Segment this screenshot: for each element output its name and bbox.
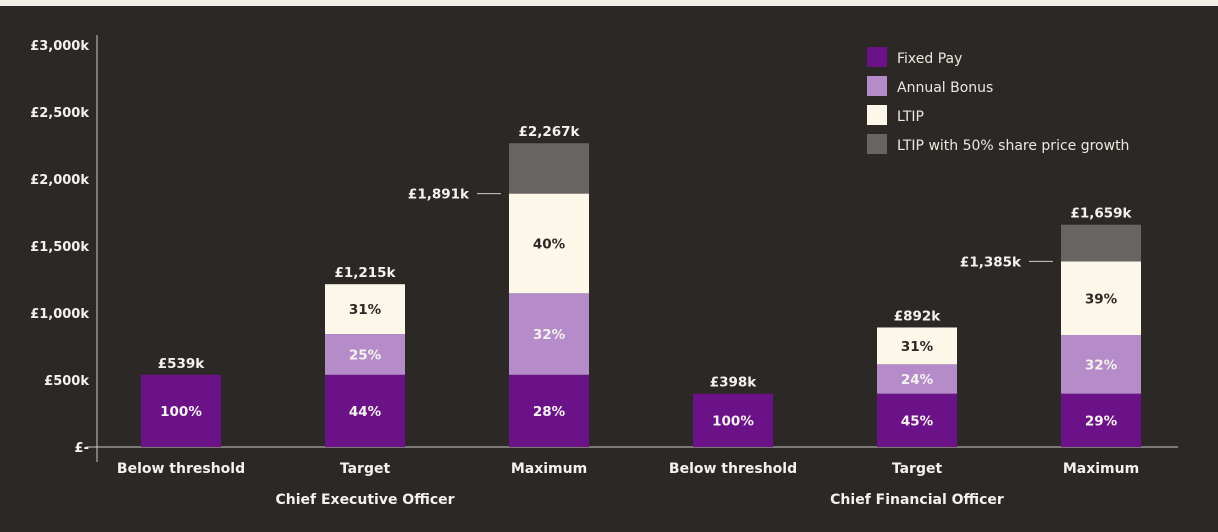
legend-label: Annual Bonus xyxy=(897,80,993,96)
bar-total-label: £2,267k xyxy=(518,124,580,140)
legend-item: Annual Bonus xyxy=(867,76,993,96)
segment-percent-label: 44% xyxy=(349,404,382,420)
bar-stack: 29% 32% 39% £1,659k £1,385k xyxy=(960,206,1141,447)
bar-segment-ltip xyxy=(877,327,957,365)
bar-segment-fixed-pay xyxy=(141,374,221,447)
bar-segment-ltip xyxy=(1061,261,1141,336)
bar-stack: 100% £539k xyxy=(141,356,221,447)
x-category-label: Below threshold xyxy=(117,461,245,477)
bar-total-label: £1,659k xyxy=(1070,206,1132,222)
segment-percent-label: 40% xyxy=(533,236,566,252)
legend-item: LTIP xyxy=(867,105,924,125)
bar-stack: 100% £398k xyxy=(693,375,773,447)
segment-percent-label: 31% xyxy=(349,302,382,318)
legend-item: Fixed Pay xyxy=(867,47,962,67)
bar-side-label: £1,385k xyxy=(960,254,1022,270)
bar-total-label: £539k xyxy=(158,356,206,372)
segment-percent-label: 32% xyxy=(533,327,566,343)
bar-segment-annual-bonus xyxy=(325,334,405,375)
y-axis: £- £500k £1,000k £1,500k £2,000k £2,500k £3,00… xyxy=(30,35,1178,462)
bars: 100% £539k 44% 25% 31% £1,215k 28% 32% 40% £2,267… xyxy=(141,124,1141,447)
legend-swatch xyxy=(867,105,887,125)
legend: Fixed Pay Annual Bonus LTIP LTIP with 50% s… xyxy=(867,47,1129,154)
bar-segment-fixed-pay xyxy=(1061,393,1141,447)
y-tick-label: £3,000k xyxy=(30,39,89,54)
legend-swatch xyxy=(867,76,887,96)
bar-segment-fixed-pay xyxy=(693,393,773,447)
x-category-label: Maximum xyxy=(511,461,587,477)
x-group-label: Chief Executive Officer xyxy=(275,492,454,508)
bar-stack: 45% 24% 31% £892k xyxy=(877,308,957,447)
y-tick-label: £2,000k xyxy=(30,173,89,188)
y-tick-label: £500k xyxy=(44,374,89,389)
segment-percent-label: 100% xyxy=(712,413,754,429)
bar-segment-annual-bonus xyxy=(509,293,589,375)
bar-segment-fixed-pay xyxy=(509,374,589,447)
legend-swatch xyxy=(867,134,887,154)
legend-label: LTIP with 50% share price growth xyxy=(897,138,1129,154)
segment-percent-label: 100% xyxy=(160,404,202,420)
bar-total-label: £892k xyxy=(894,308,942,324)
bar-segment-ltip xyxy=(325,284,405,335)
segment-percent-label: 45% xyxy=(901,413,934,429)
bar-total-label: £398k xyxy=(710,375,758,391)
bar-stack: 28% 32% 40% £2,267k £1,891k xyxy=(408,124,589,447)
y-tick-label: £2,500k xyxy=(30,106,89,121)
segment-percent-label: 32% xyxy=(1085,357,1118,373)
bar-stack: 44% 25% 31% £1,215k xyxy=(325,265,405,447)
segment-percent-label: 28% xyxy=(533,404,566,420)
bar-segment-fixed-pay xyxy=(325,374,405,447)
bar-total-label: £1,215k xyxy=(334,265,396,281)
bar-segment-ltip-growth xyxy=(509,143,589,194)
x-category-label: Below threshold xyxy=(669,461,797,477)
x-group-label: Chief Financial Officer xyxy=(830,492,1004,508)
segment-percent-label: 29% xyxy=(1085,413,1118,429)
y-tick-label: £1,500k xyxy=(30,240,89,255)
y-tick-label: £1,000k xyxy=(30,307,89,322)
x-category-label: Maximum xyxy=(1063,461,1139,477)
x-category-label: Target xyxy=(340,461,391,477)
bar-segment-ltip xyxy=(509,193,589,294)
bar-segment-annual-bonus xyxy=(877,364,957,394)
bar-side-label: £1,891k xyxy=(408,187,470,203)
legend-item: LTIP with 50% share price growth xyxy=(867,134,1129,154)
legend-label: Fixed Pay xyxy=(897,51,962,67)
segment-percent-label: 31% xyxy=(901,339,934,355)
segment-percent-label: 24% xyxy=(901,372,934,388)
legend-label: LTIP xyxy=(897,109,924,125)
segment-percent-label: 25% xyxy=(349,347,382,363)
segment-percent-label: 39% xyxy=(1085,291,1118,307)
x-category-label: Target xyxy=(892,461,943,477)
legend-swatch xyxy=(867,47,887,67)
bar-segment-ltip-growth xyxy=(1061,224,1141,262)
y-tick-label: £- xyxy=(75,441,89,456)
x-axis: Below threshold Target Maximum Chief Execut… xyxy=(117,461,1139,508)
bar-segment-annual-bonus xyxy=(1061,335,1141,394)
bar-segment-fixed-pay xyxy=(877,393,957,447)
chart-background xyxy=(0,6,1218,532)
